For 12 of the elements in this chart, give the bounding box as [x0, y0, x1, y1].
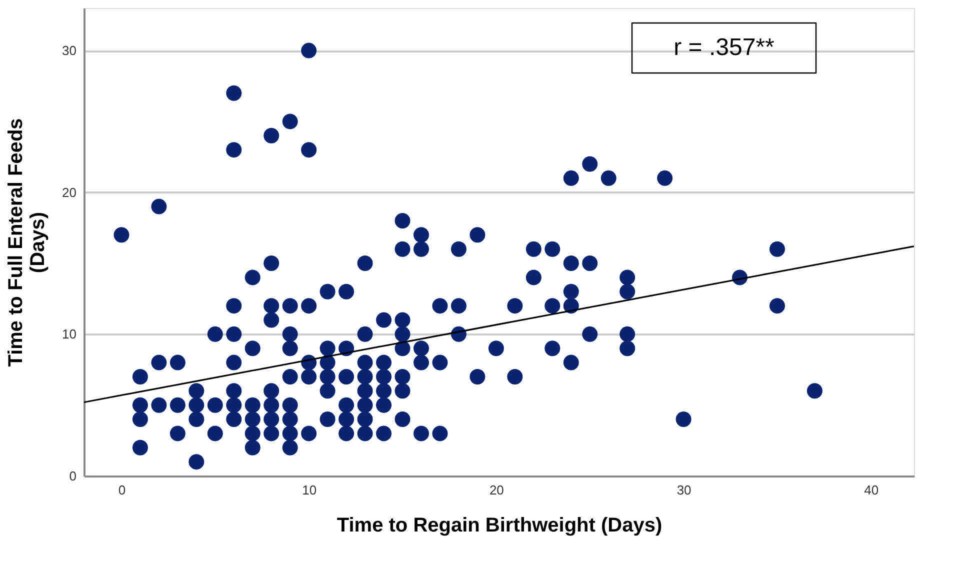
y-tick-label: 0 [69, 468, 76, 484]
x-tick-label: 40 [864, 482, 879, 498]
x-tick-label: 0 [118, 482, 126, 498]
y-tick-label: 30 [62, 43, 76, 58]
x-axis-title: Time to Regain Birthweight (Days) [336, 514, 662, 536]
x-tick-label: 30 [676, 482, 692, 498]
annotation: r = .357** [674, 34, 774, 61]
x-tick-label: 20 [489, 482, 504, 498]
y-tick-label: 10 [62, 326, 76, 342]
y-tick-label: 20 [62, 184, 76, 200]
x-tick-label: 10 [302, 482, 317, 498]
y-axis-title: Time to Full Enteral Feeds (Days) [5, 118, 50, 367]
